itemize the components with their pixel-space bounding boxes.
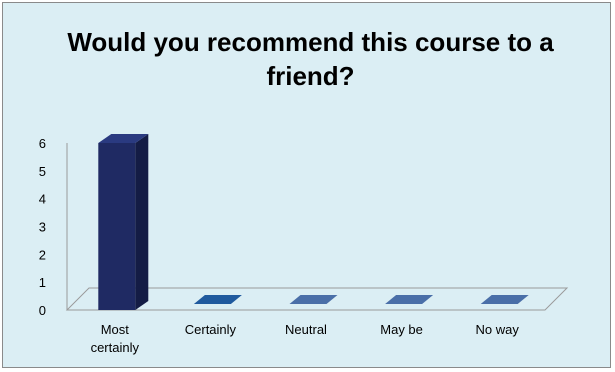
bar xyxy=(98,134,149,310)
y-tick-label: 0 xyxy=(39,303,46,318)
y-tick-label: 1 xyxy=(39,275,46,290)
category-label-line: May be xyxy=(380,322,423,337)
bar-flat xyxy=(193,295,242,304)
category-label-line: Certainly xyxy=(185,322,237,337)
chart-floor xyxy=(65,287,569,311)
y-tick-label: 3 xyxy=(39,220,46,235)
y-tick-label: 2 xyxy=(39,247,46,262)
bar-top xyxy=(98,134,149,143)
category-label-line: No way xyxy=(476,322,520,337)
bar xyxy=(193,295,242,304)
bar-side xyxy=(135,134,149,310)
bars xyxy=(98,134,529,310)
y-tick-label: 6 xyxy=(39,136,46,151)
bar xyxy=(385,295,434,304)
bar-flat xyxy=(289,295,338,304)
category-label: Most certainly xyxy=(91,322,140,355)
category-label-line: Most xyxy=(101,322,130,337)
bar-front xyxy=(98,143,136,310)
y-tick-labels: 0 1 2 3 4 5 6 xyxy=(39,136,46,318)
bar xyxy=(480,295,529,304)
y-tick-label: 4 xyxy=(39,192,46,207)
bar-flat xyxy=(385,295,434,304)
category-label: Neutral xyxy=(285,322,327,337)
category-label: Certainly xyxy=(185,322,237,337)
bar-flat xyxy=(480,295,529,304)
category-label: May be xyxy=(380,322,423,337)
category-label-line: Neutral xyxy=(285,322,327,337)
category-label: No way xyxy=(476,322,520,337)
category-label-line: certainly xyxy=(91,340,140,355)
bar xyxy=(289,295,338,304)
chart-axes xyxy=(65,143,569,311)
y-tick-label: 5 xyxy=(39,164,46,179)
category-labels: Most certainly Certainly Neutral May be No wa… xyxy=(91,322,520,355)
chart-title: Would you recommend this course to a fri… xyxy=(67,27,554,91)
